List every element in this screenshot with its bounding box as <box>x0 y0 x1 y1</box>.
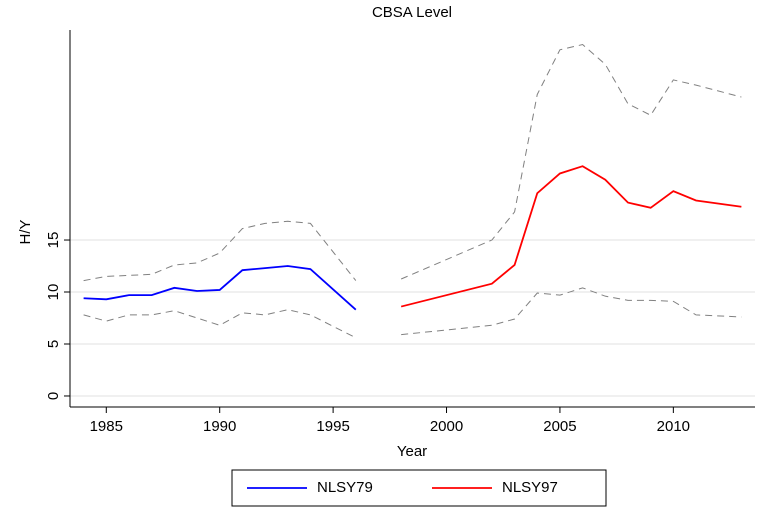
band-line <box>83 309 357 339</box>
chart-title: CBSA Level <box>372 4 452 21</box>
y-tick-label: 10 <box>45 284 62 301</box>
series-line <box>400 165 742 308</box>
y-tick-label: 15 <box>45 232 62 249</box>
y-axis-label: H/Y <box>17 219 34 244</box>
x-tick-label: 2010 <box>657 418 690 435</box>
series-line <box>83 265 357 311</box>
band-line <box>400 44 742 280</box>
x-tick-label: 1990 <box>203 418 236 435</box>
y-tick-label: 5 <box>45 340 62 348</box>
x-tick-label: 2000 <box>430 418 463 435</box>
band-line <box>401 287 742 336</box>
x-axis-label: Year <box>397 443 427 460</box>
legend-label: NLSY97 <box>502 479 558 496</box>
x-tick-label: 1995 <box>316 418 349 435</box>
y-tick-label: 0 <box>45 392 62 400</box>
x-tick-label: 1985 <box>90 418 123 435</box>
legend-label: NLSY79 <box>317 479 373 496</box>
band-line <box>83 220 357 282</box>
x-tick-label: 2005 <box>543 418 576 435</box>
